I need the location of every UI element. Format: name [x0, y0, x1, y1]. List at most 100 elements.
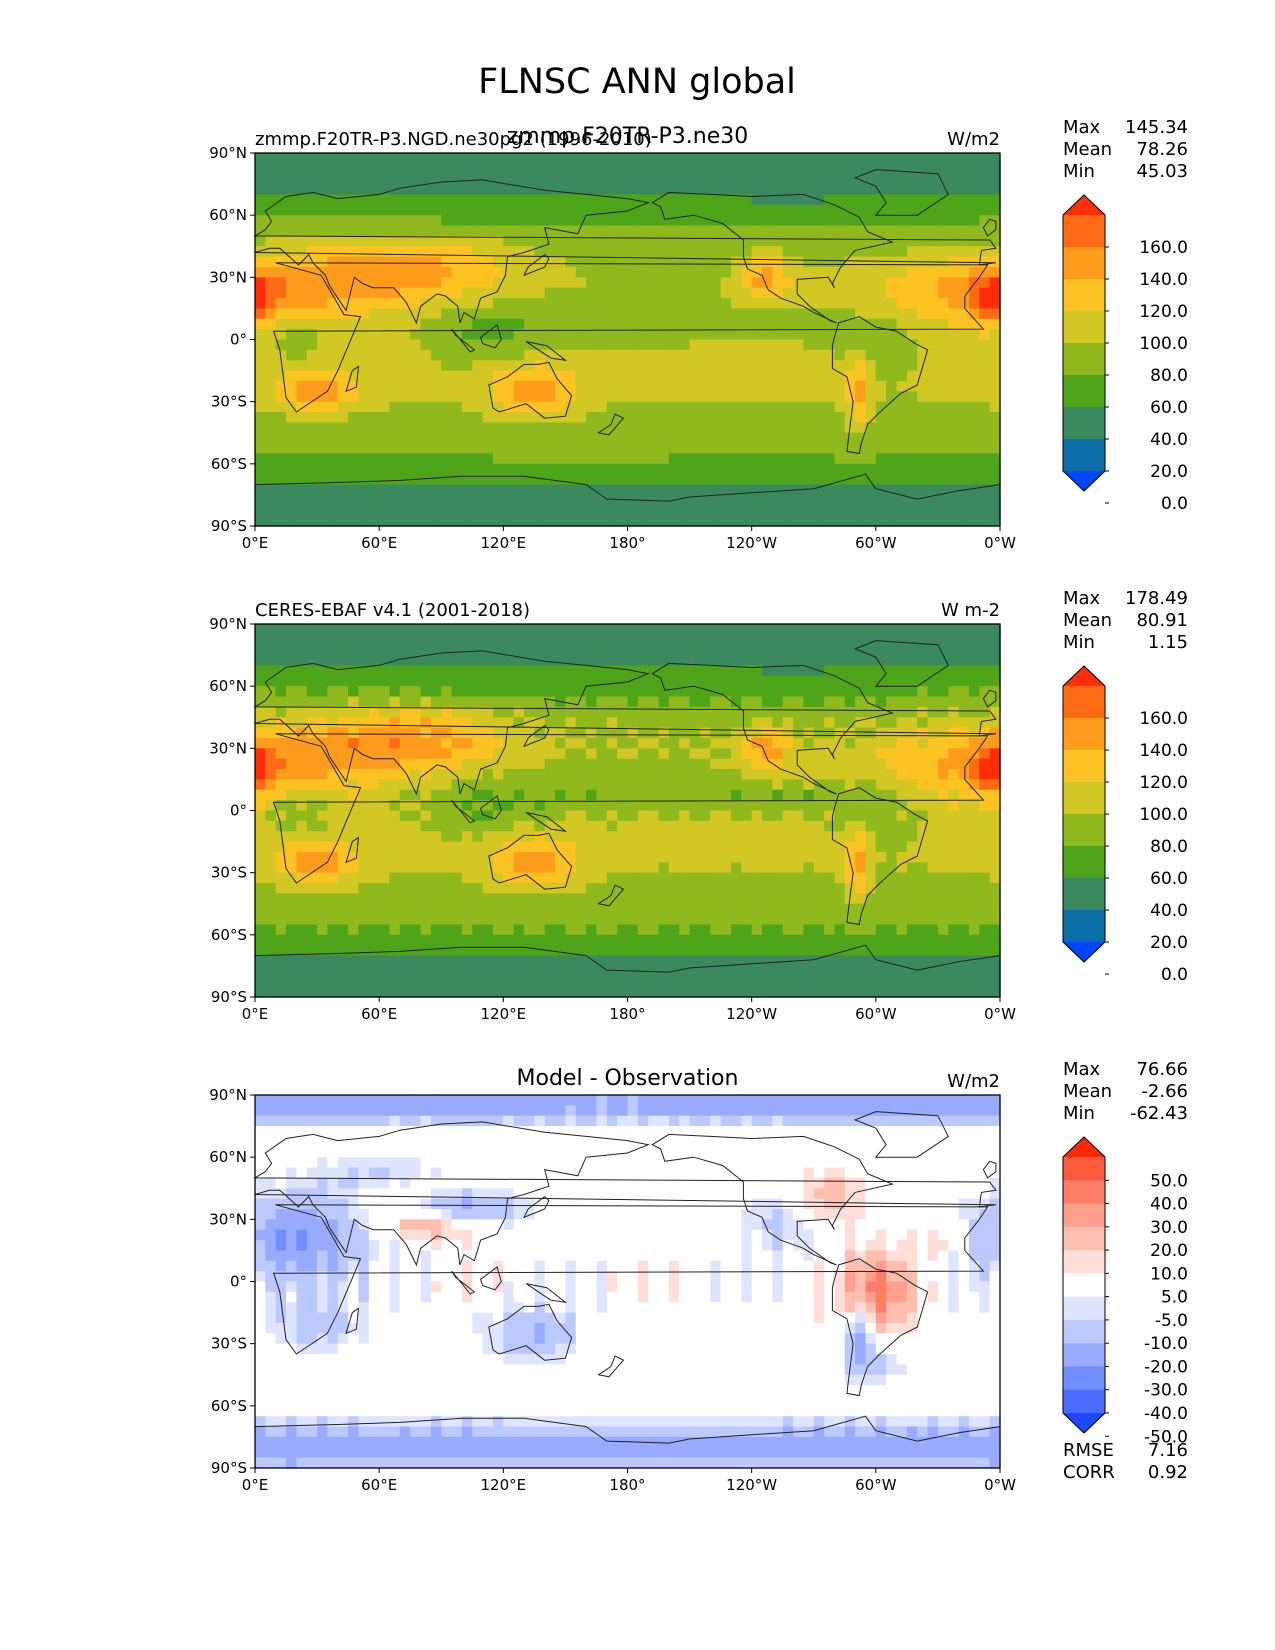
- grid-cell: [948, 903, 960, 915]
- grid-cell: [637, 686, 649, 698]
- grid-cell: [492, 644, 504, 656]
- grid-cell: [265, 717, 277, 729]
- grid-cell: [627, 422, 639, 434]
- coastline: [488, 361, 573, 419]
- grid-cell: [275, 453, 287, 465]
- grid-cell: [441, 810, 453, 822]
- grid-cell: [255, 474, 266, 486]
- grid-cell: [379, 505, 391, 517]
- grid-cell: [617, 903, 629, 915]
- grid-cell: [472, 329, 484, 341]
- grid-cell: [979, 308, 991, 320]
- grid-cell: [741, 696, 753, 708]
- grid-cell: [586, 769, 598, 781]
- grid-cell: [575, 841, 587, 853]
- grid-cell: [648, 924, 660, 936]
- grid-cell: [399, 934, 411, 946]
- grid-cell: [968, 665, 980, 677]
- grid-cell: [917, 851, 929, 863]
- grid-cell: [958, 318, 970, 330]
- grid-cell: [648, 432, 660, 444]
- grid-cell: [606, 173, 618, 185]
- grid-cell: [689, 401, 701, 413]
- grid-cell: [451, 515, 463, 527]
- grid-cell: [337, 515, 349, 527]
- grid-cell: [337, 153, 349, 164]
- grid-cell: [751, 329, 763, 341]
- grid-cell: [286, 924, 297, 936]
- grid-cell: [379, 779, 391, 791]
- grid-cell: [368, 624, 380, 635]
- grid-cell: [255, 235, 266, 247]
- grid-cell: [286, 308, 297, 320]
- grid-cell: [844, 831, 856, 843]
- grid-cell: [699, 443, 711, 455]
- grid-cell: [824, 789, 836, 801]
- grid-cell: [741, 432, 753, 444]
- grid-cell: [710, 443, 722, 455]
- grid-cell: [451, 727, 463, 739]
- grid-cell: [430, 893, 442, 905]
- grid-cell: [989, 820, 1001, 832]
- grid-cell: [658, 624, 670, 635]
- grid-cell: [461, 841, 473, 853]
- grid-cell: [286, 665, 297, 677]
- grid-cell: [306, 173, 318, 185]
- grid-cell: [596, 758, 608, 770]
- grid-cell: [937, 401, 949, 413]
- grid-cell: [420, 484, 432, 496]
- grid-cell: [668, 432, 680, 444]
- grid-cell: [865, 810, 877, 822]
- grid-cell: [461, 318, 473, 330]
- grid-cell: [472, 163, 484, 175]
- grid-cell: [927, 401, 939, 413]
- grid-cell: [844, 484, 856, 496]
- stat-label: Mean: [1063, 139, 1112, 160]
- grid-cell: [710, 872, 722, 884]
- grid-cell: [275, 945, 287, 957]
- grid-cell: [813, 841, 825, 853]
- grid-cell: [637, 204, 649, 216]
- grid-cell: [441, 727, 453, 739]
- grid-cell: [617, 505, 629, 517]
- grid-cell: [751, 225, 763, 237]
- grid-cell: [534, 298, 546, 310]
- grid-cell: [730, 644, 742, 656]
- grid-cell: [327, 779, 339, 791]
- grid-cell: [379, 789, 391, 801]
- grid-cell: [544, 215, 556, 227]
- grid-cell: [337, 339, 349, 351]
- grid-cell: [482, 675, 494, 687]
- grid-cell: [606, 634, 618, 646]
- grid-cell: [710, 737, 722, 749]
- grid-cell: [886, 204, 898, 216]
- grid-cell: [844, 810, 856, 822]
- grid-cell: [575, 360, 587, 372]
- grid-cell: [937, 769, 949, 781]
- grid-cell: [927, 883, 939, 894]
- grid-cell: [255, 789, 266, 801]
- grid-cell: [968, 737, 980, 749]
- grid-cell: [555, 893, 567, 905]
- grid-cell: [586, 779, 598, 791]
- grid-cell: [710, 277, 722, 289]
- grid-cell: [710, 153, 722, 164]
- grid-cell: [772, 246, 784, 258]
- grid-cell: [472, 412, 484, 423]
- grid-cell: [917, 934, 929, 946]
- grid-cell: [430, 903, 442, 915]
- grid-cell: [524, 934, 535, 946]
- grid-cell: [337, 789, 349, 801]
- grid-cell: [668, 644, 680, 656]
- grid-cell: [751, 391, 763, 403]
- grid-cell: [751, 675, 763, 687]
- grid-cell: [855, 841, 867, 853]
- grid-cell: [875, 287, 887, 299]
- grid-cell: [844, 655, 856, 667]
- grid-cell: [730, 634, 742, 646]
- grid-cell: [648, 820, 660, 832]
- grid-cell: [255, 727, 266, 739]
- grid-cell: [606, 810, 618, 822]
- grid-cell: [275, 872, 287, 884]
- grid-cell: [430, 246, 442, 258]
